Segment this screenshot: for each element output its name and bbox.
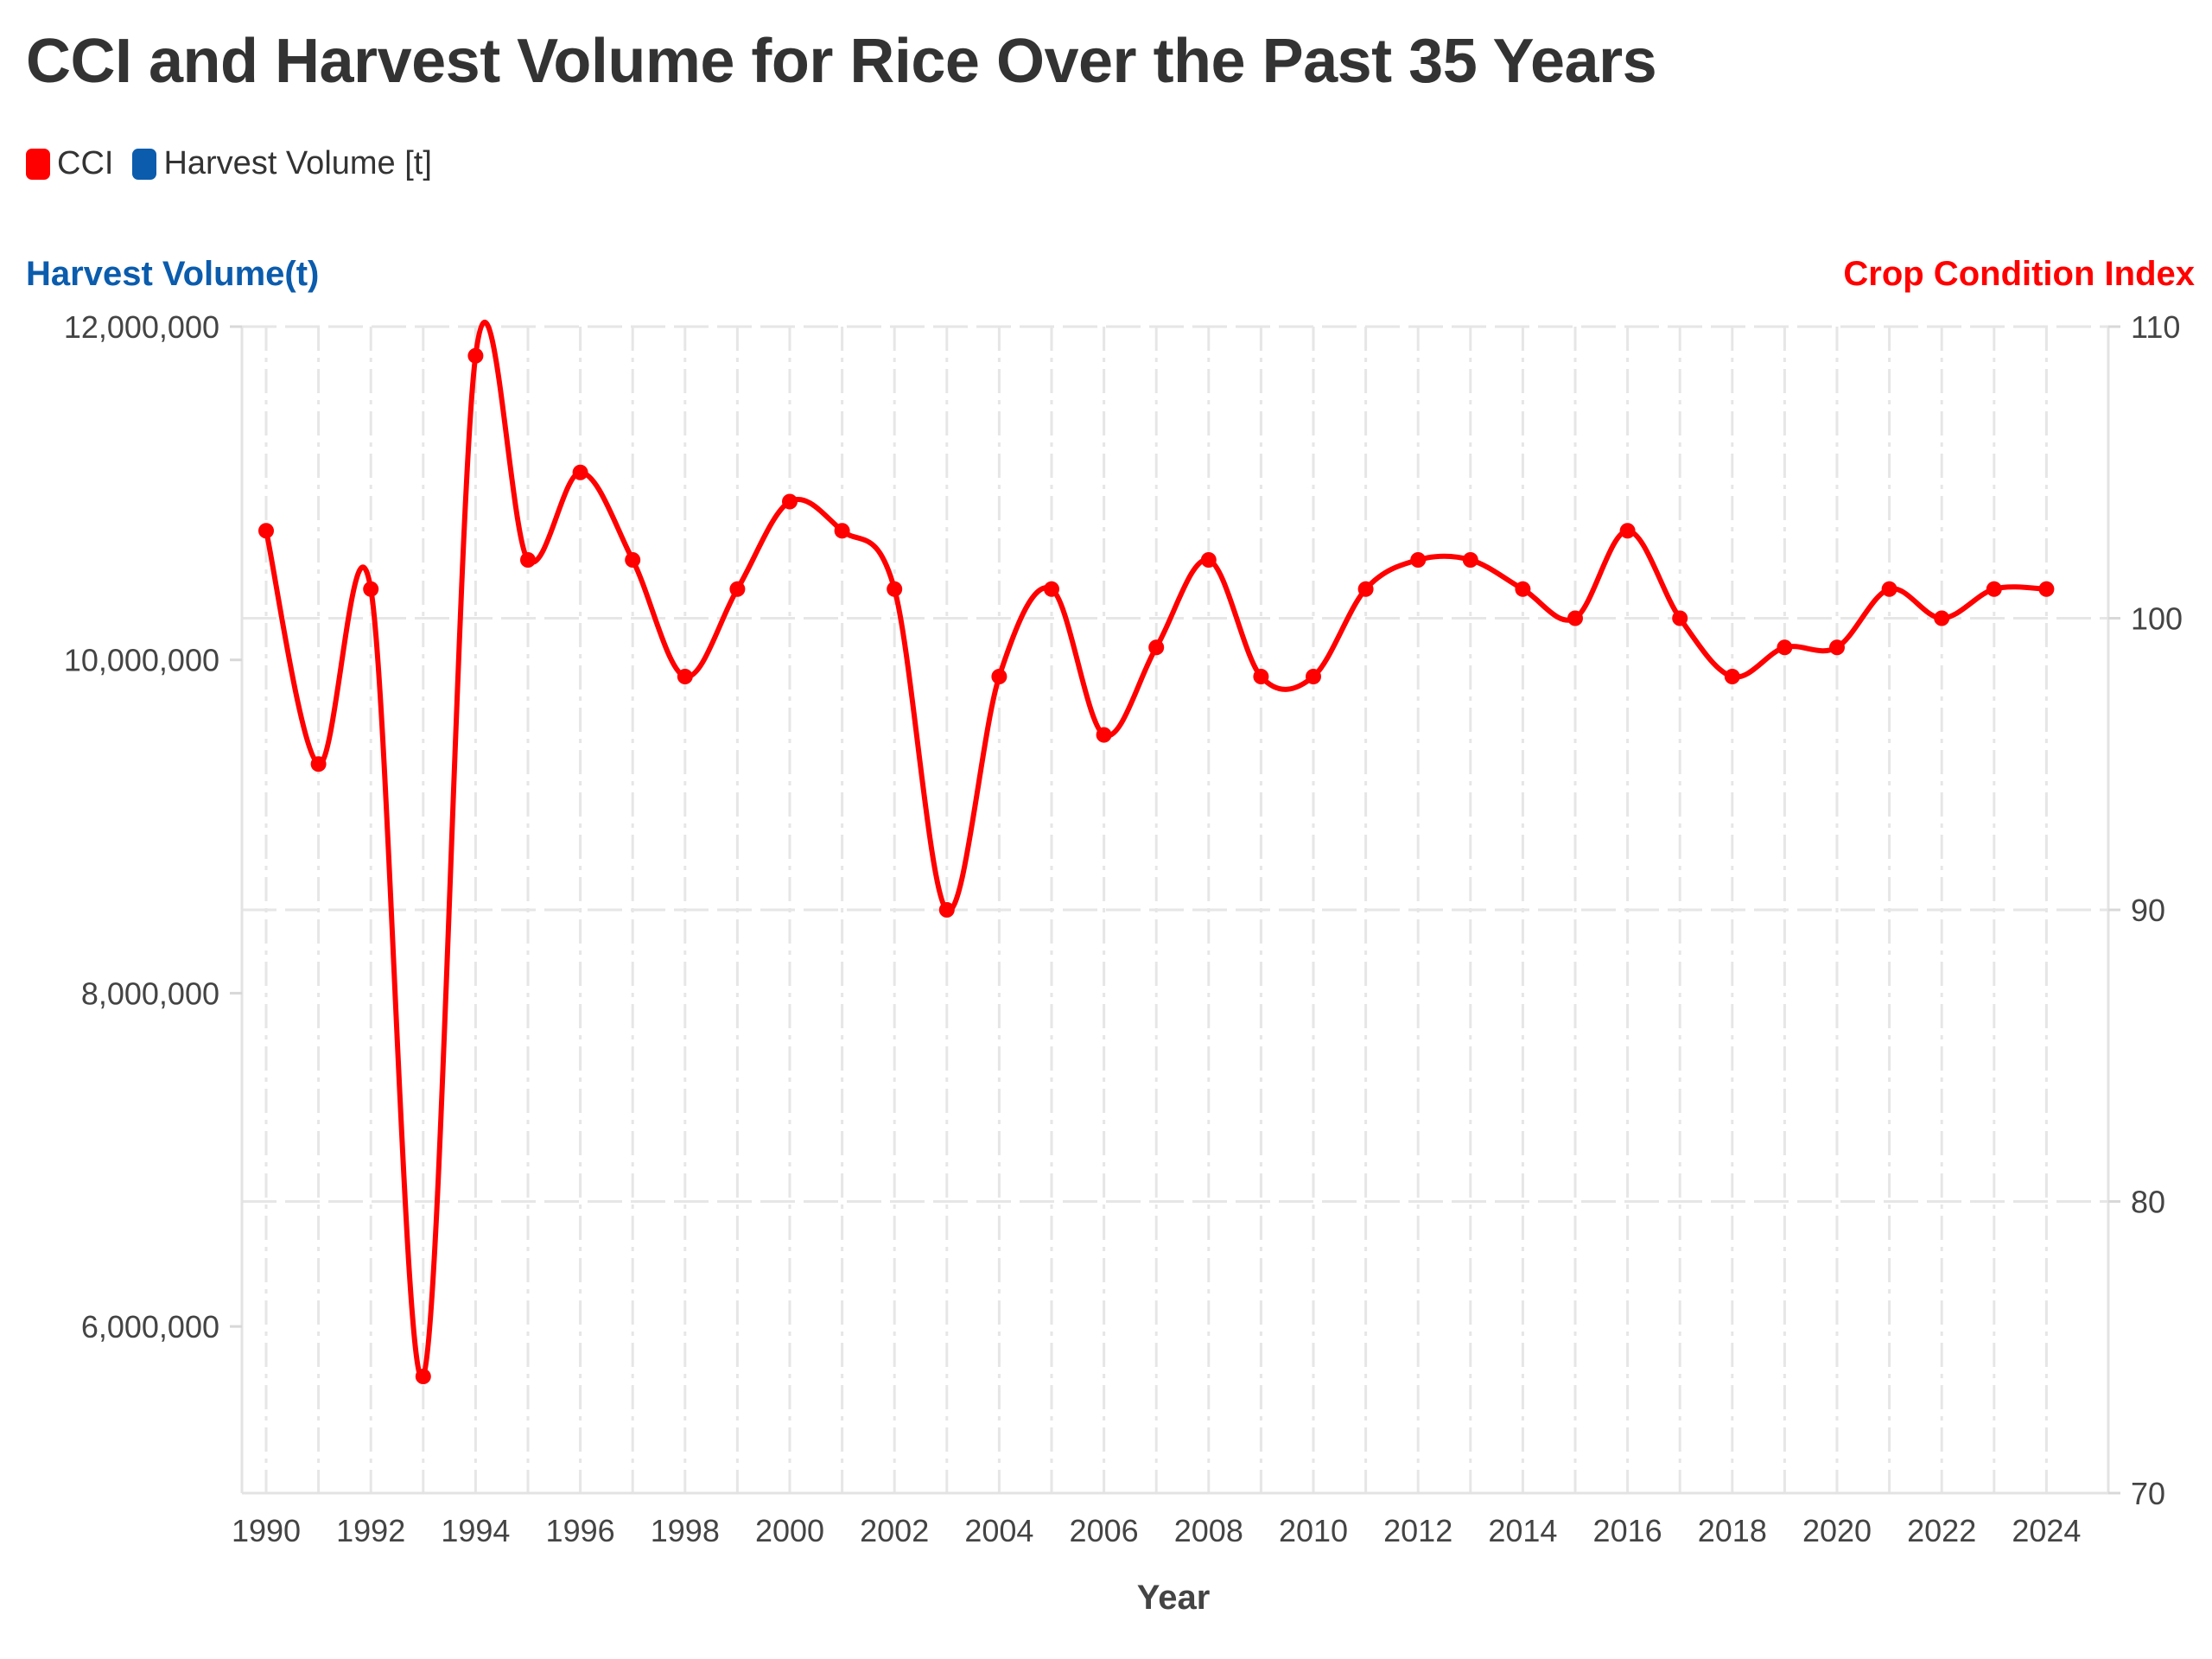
legend-item-harvest[interactable]: Harvest Volume [t] (132, 145, 432, 182)
data-point-cci-2009 (1253, 669, 1269, 684)
chart-title: CCI and Harvest Volume for Rice Over the… (26, 27, 1657, 96)
data-point-cci-2005 (1044, 581, 1059, 597)
data-point-cci-2007 (1148, 639, 1165, 656)
x-tick-label: 2016 (1593, 1513, 1662, 1548)
y-right-tick-label: 80 (2131, 1185, 2165, 1220)
x-tick-label: 1998 (651, 1513, 720, 1548)
data-point-cci-2013 (1462, 552, 1478, 568)
data-point-cci-2008 (1200, 552, 1217, 568)
y-left-tick-label: 6,000,000 (81, 1309, 219, 1344)
data-point-cci-1993 (415, 1369, 431, 1384)
data-point-cci-2004 (991, 669, 1007, 684)
y-right-tick-label: 90 (2131, 893, 2165, 928)
y-right-axis-title: Crop Condition Index (1843, 255, 2195, 293)
data-point-cci-2014 (1515, 581, 1531, 597)
data-point-cci-1998 (677, 669, 693, 684)
x-tick-label: 1996 (546, 1513, 615, 1548)
x-tick-label: 1992 (336, 1513, 405, 1548)
data-point-cci-2010 (1306, 669, 1321, 684)
x-tick-label: 2002 (860, 1513, 929, 1548)
data-point-cci-2021 (1881, 581, 1897, 597)
data-point-cci-2012 (1410, 552, 1427, 568)
data-point-cci-1992 (363, 581, 379, 597)
x-tick-label: 2006 (1070, 1513, 1139, 1548)
data-point-cci-1996 (572, 464, 588, 480)
data-point-cci-1991 (310, 756, 327, 772)
y-left-tick-label: 10,000,000 (64, 643, 219, 678)
y-left-tick-label: 12,000,000 (64, 309, 219, 345)
data-point-cci-2011 (1357, 581, 1374, 597)
data-point-cci-2020 (1829, 639, 1845, 656)
ticks: 6,000,000 8,000,000 10,000,000 12,000,000 70… (64, 309, 2183, 1548)
data-point-cci-2022 (1934, 610, 1950, 626)
data-point-cci-1990 (258, 523, 274, 539)
legend-label-cci: CCI (57, 145, 114, 181)
x-tick-label: 1990 (232, 1513, 301, 1548)
y-left-axis-title: Harvest Volume(t) (26, 255, 319, 293)
x-tick-label: 2020 (1802, 1513, 1872, 1548)
data-point-cci-1994 (467, 347, 484, 364)
legend-swatch-cci (26, 148, 50, 180)
data-point-cci-2017 (1672, 610, 1688, 626)
data-point-cci-1999 (729, 581, 746, 597)
data-point-cci-2015 (1567, 610, 1583, 626)
data-point-cci-2016 (1619, 523, 1636, 539)
data-point-cci-2003 (938, 902, 955, 918)
data-point-cci-1995 (520, 552, 536, 568)
x-tick-label: 2004 (964, 1513, 1033, 1548)
series-line-cci (264, 320, 2050, 1381)
data-point-cci-2002 (887, 581, 903, 597)
x-tick-label: 2024 (2012, 1513, 2081, 1548)
data-point-cci-2024 (2038, 581, 2055, 597)
data-point-cci-2000 (782, 493, 798, 510)
x-tick-label: 2000 (755, 1513, 824, 1548)
data-point-cci-2006 (1096, 727, 1112, 743)
x-tick-label: 2018 (1698, 1513, 1767, 1548)
x-tick-label: 2014 (1488, 1513, 1557, 1548)
data-point-cci-2001 (834, 523, 850, 539)
data-point-cci-1997 (625, 552, 641, 568)
legend-label-harvest: Harvest Volume [t] (163, 145, 432, 181)
legend: CCI Harvest Volume [t] (26, 145, 451, 182)
data-point-cci-2023 (1986, 581, 2002, 597)
x-tick-label: 2022 (1907, 1513, 1976, 1548)
y-left-tick-label: 8,000,000 (81, 976, 219, 1011)
legend-swatch-harvest (132, 148, 157, 180)
grid (240, 325, 2110, 1495)
x-tick-label: 2010 (1279, 1513, 1348, 1548)
data-point-cci-2019 (1777, 639, 1793, 656)
x-axis-title: Year (1137, 1579, 1211, 1617)
data-point-cci-2018 (1724, 669, 1740, 684)
x-tick-label: 1994 (441, 1513, 510, 1548)
y-right-tick-label: 100 (2131, 601, 2183, 637)
x-tick-label: 2008 (1174, 1513, 1243, 1548)
legend-item-cci[interactable]: CCI (26, 145, 113, 182)
x-tick-label: 2012 (1383, 1513, 1452, 1548)
y-right-tick-label: 110 (2131, 309, 2180, 345)
y-right-tick-label: 70 (2131, 1476, 2165, 1511)
series-layer (258, 320, 2055, 1384)
